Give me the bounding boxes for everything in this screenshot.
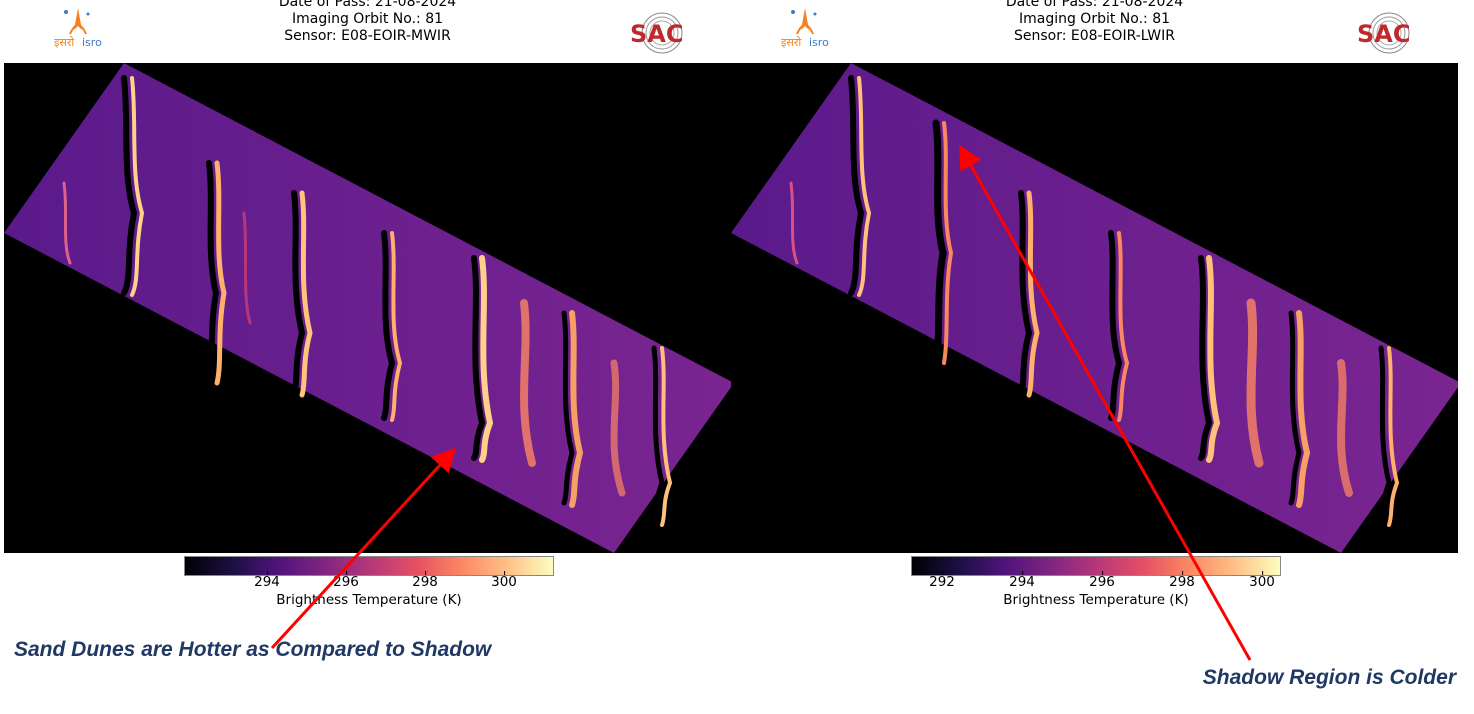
svg-text:isro: isro: [82, 36, 102, 49]
colorbar-tick: 300: [1249, 571, 1275, 590]
svg-text:SAC: SAC: [630, 20, 683, 48]
sensor-name: Sensor: E08-EOIR-LWIR: [1013, 28, 1176, 44]
colorbar: [911, 556, 1281, 576]
sensor-name: Sensor: E08-EOIR-MWIR: [284, 28, 451, 44]
date-of-pass: Date of Pass: 21-08-2024: [1005, 0, 1184, 10]
colorbar-label: Brightness Temperature (K): [276, 592, 462, 608]
colorbar-gradient: [185, 557, 553, 575]
colorbar-tick: 296: [333, 571, 359, 590]
colorbar-gradient: [912, 557, 1280, 575]
colorbar-label: Brightness Temperature (K): [1003, 592, 1189, 608]
colorbar-tick: 298: [1169, 571, 1195, 590]
colorbar-ticks: 294 296 298 300: [184, 571, 554, 594]
orbit-number: Imaging Orbit No.: 81: [291, 11, 444, 27]
annotation-sand-dunes: Sand Dunes are Hotter as Compared to Sha…: [14, 638, 492, 661]
mwir-panel: Date of Pass: 21-08-2024 Imaging Orbit N…: [4, 0, 731, 714]
mwir-thermal-image: [4, 63, 731, 553]
pass-info-header: Date of Pass: 21-08-2024 Imaging Orbit N…: [731, 0, 1458, 45]
date-of-pass: Date of Pass: 21-08-2024: [278, 0, 457, 10]
thermal-strip: [731, 63, 1458, 553]
pass-info-header: Date of Pass: 21-08-2024 Imaging Orbit N…: [4, 0, 731, 45]
orbit-number: Imaging Orbit No.: 81: [1018, 11, 1171, 27]
sac-logo-icon: SAC: [1357, 12, 1410, 54]
colorbar: [184, 556, 554, 576]
isro-logo-icon: इसरो isro: [781, 8, 829, 49]
colorbar-tick: 292: [929, 571, 955, 590]
svg-text:isro: isro: [809, 36, 829, 49]
colorbar-tick: 298: [412, 571, 438, 590]
lwir-panel: Date of Pass: 21-08-2024 Imaging Orbit N…: [731, 0, 1458, 714]
svg-text:इसरो: इसरो: [781, 36, 801, 49]
isro-logo-icon: इसरो isro: [54, 8, 102, 49]
colorbar-ticks: 292 294 296 298 300: [911, 571, 1281, 594]
colorbar-tick: 294: [254, 571, 280, 590]
colorbar-tick: 294: [1009, 571, 1035, 590]
annotation-shadow-region: Shadow Region is Colder: [1202, 666, 1456, 689]
thermal-strip: [4, 63, 731, 553]
colorbar-tick: 300: [491, 571, 517, 590]
sac-logo-icon: SAC: [630, 12, 683, 54]
lwir-thermal-image: [731, 63, 1458, 553]
svg-text:इसरो: इसरो: [54, 36, 74, 49]
svg-text:SAC: SAC: [1357, 20, 1410, 48]
colorbar-tick: 296: [1089, 571, 1115, 590]
